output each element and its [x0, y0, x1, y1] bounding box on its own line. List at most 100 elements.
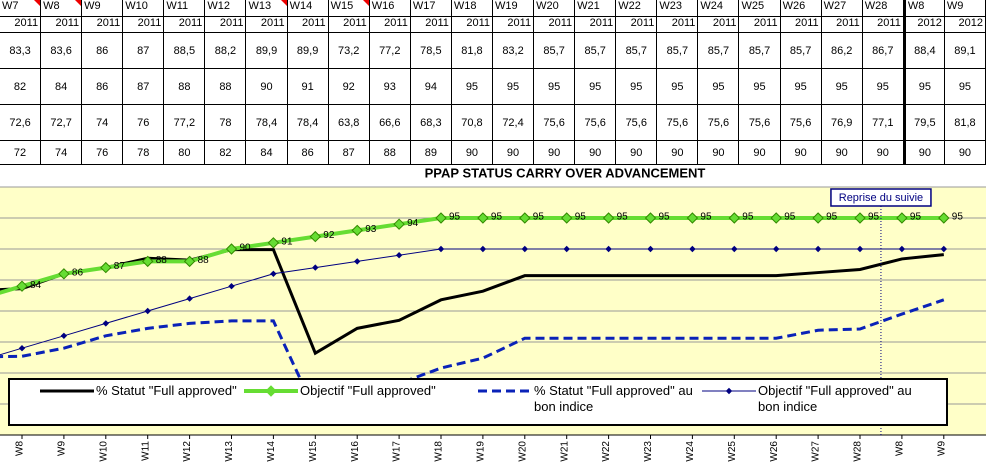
table-cell: 75,6	[657, 104, 698, 140]
table-cell: 78	[205, 104, 246, 140]
table-cell: 85,7	[616, 32, 657, 68]
table-cell: 85,7	[739, 32, 780, 68]
week-header: W17	[410, 0, 451, 17]
table-cell: 73,2	[328, 32, 369, 68]
data-point	[689, 245, 696, 253]
data-label: 95	[952, 212, 964, 223]
x-tick-label: W14	[266, 441, 277, 462]
data-point	[16, 280, 28, 292]
data-label: 93	[365, 224, 377, 235]
week-header: W16	[369, 0, 410, 17]
x-tick-label: W8	[895, 441, 906, 456]
data-point	[728, 212, 741, 224]
legend-swatch	[40, 389, 94, 393]
year-header: 2011	[671, 17, 696, 29]
data-point	[519, 212, 531, 224]
week-header: W27	[821, 0, 862, 17]
table-column: W20 2011 85,7 95 75,6 90	[534, 0, 576, 164]
table-cell: 90	[905, 140, 944, 164]
year-header: 2011	[219, 17, 244, 29]
table-cell: 95	[698, 68, 739, 104]
table-cell: 88,2	[205, 32, 246, 68]
data-point	[270, 270, 277, 278]
data-point	[560, 212, 573, 224]
table-cell: 85,7	[780, 32, 821, 68]
data-point	[437, 245, 445, 253]
table-cell: 76	[123, 104, 164, 140]
legend-label: % Statut "Full approved" au bon indice	[534, 383, 693, 414]
table-cell: 85,7	[657, 32, 698, 68]
x-tick-label: W16	[350, 441, 361, 462]
data-point	[58, 268, 70, 280]
table-cell: 74	[41, 140, 82, 164]
data-point	[812, 212, 824, 224]
table-cell: 95	[821, 68, 862, 104]
legend-marker	[265, 385, 277, 397]
x-tick-label: W15	[308, 441, 319, 462]
week-header: W23	[657, 0, 698, 17]
table-cell: 76	[82, 140, 123, 164]
table-cell: 95	[534, 68, 575, 104]
table-cell: 95	[492, 68, 534, 104]
table-cell: 68,3	[410, 104, 451, 140]
table-cell: 87	[328, 140, 369, 164]
data-label: 92	[323, 230, 335, 241]
week-header: W7	[0, 0, 41, 17]
table-cell: 70,8	[451, 104, 492, 140]
table-cell: 95	[780, 68, 821, 104]
table-cell: 87	[123, 32, 164, 68]
table-column: W8 2012 88,4 95 79,5 90	[903, 0, 945, 164]
week-header: W21	[575, 0, 616, 17]
table-cell: 66,6	[369, 104, 410, 140]
table-cell: 72,4	[492, 104, 534, 140]
table-cell: 85,7	[534, 32, 575, 68]
data-point	[141, 255, 154, 268]
x-tick-label: W23	[643, 441, 654, 462]
table-cell: 88	[164, 68, 205, 104]
week-header: W12	[205, 0, 246, 17]
year-header: 2011	[630, 17, 655, 29]
year-header: 2011	[877, 17, 901, 29]
legend: % Statut "Full approved" Objectif "Full a…	[8, 378, 948, 426]
table-cell: 83,2	[492, 32, 534, 68]
legend-swatch	[478, 389, 532, 393]
data-label: 95	[700, 212, 712, 223]
table-cell: 75,6	[616, 104, 657, 140]
table-cell: 95	[616, 68, 657, 104]
legend-label: % Statut "Full approved"	[96, 383, 237, 398]
year-header: 2011	[384, 17, 408, 29]
legend-swatch	[702, 387, 756, 395]
year-header: 2011	[836, 17, 860, 29]
week-header: W19	[492, 0, 534, 17]
table-column: W9 2012 89,1 95 81,8 90	[944, 0, 986, 164]
data-point	[353, 258, 361, 265]
data-point	[772, 245, 780, 253]
week-header: W20	[534, 0, 575, 17]
legend-item: % Statut "Full approved"	[38, 383, 261, 399]
x-tick-label: W8	[15, 441, 26, 456]
table-cell: 86	[287, 140, 328, 164]
table-cell: 85,7	[575, 32, 616, 68]
table-cell: 86	[82, 32, 123, 68]
data-label: 95	[826, 212, 838, 223]
legend-item: % Statut "Full approved" au bon indice	[476, 383, 699, 415]
year-header: 2011	[712, 17, 737, 29]
legend-item: Objectif "Full approved"	[242, 383, 465, 399]
table-column: W16 2011 77,2 93 66,6 88	[369, 0, 411, 164]
series-line	[0, 298, 945, 414]
table-column: W23 2011 85,7 95 75,6 90	[657, 0, 699, 164]
table-cell: 90	[616, 140, 657, 164]
table-cell: 77,2	[369, 32, 410, 68]
series-line	[0, 248, 944, 356]
x-tick-label: W21	[559, 441, 570, 462]
table-cell: 90	[862, 140, 903, 164]
year-header: 2011	[260, 17, 285, 29]
week-header: W9	[944, 0, 985, 17]
x-tick-label: W11	[140, 441, 151, 461]
table-cell: 79,5	[905, 104, 944, 140]
table-cell: 84	[246, 140, 287, 164]
data-point	[647, 245, 654, 253]
year-header: 2011	[14, 17, 39, 29]
table-cell: 90	[780, 140, 821, 164]
